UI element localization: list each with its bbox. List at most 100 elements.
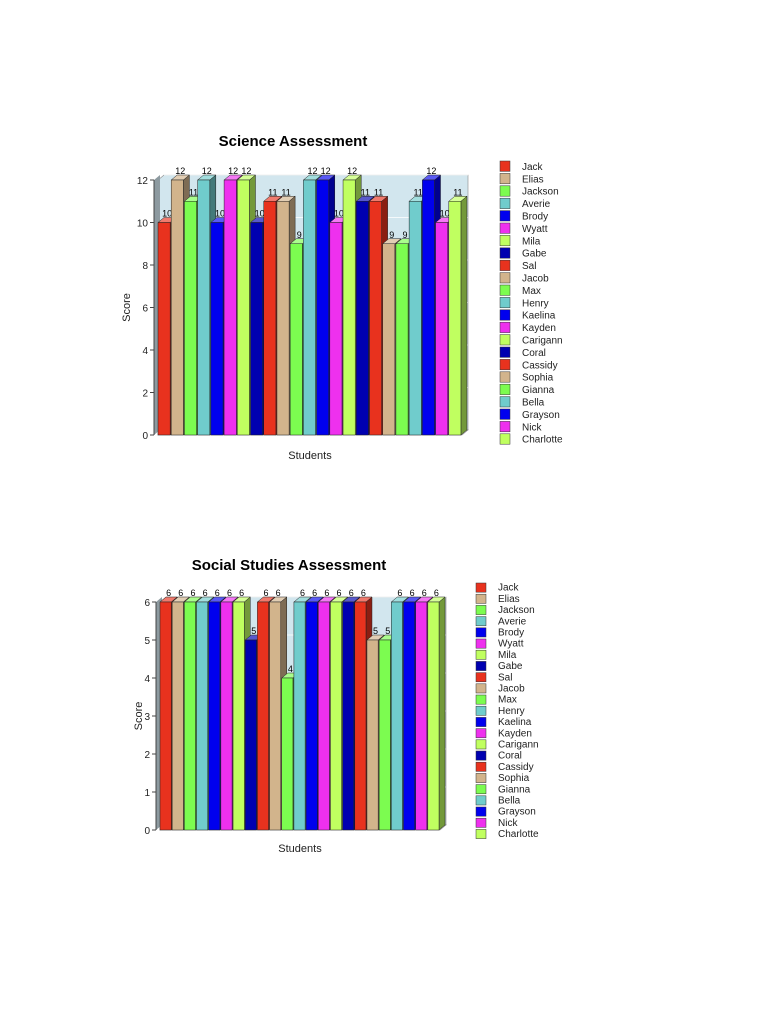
bar-front bbox=[435, 222, 448, 436]
legend-swatch bbox=[475, 806, 487, 817]
bar-front bbox=[257, 601, 269, 831]
bar-value-label: 9 bbox=[402, 230, 407, 240]
legend-swatch bbox=[475, 638, 487, 649]
bar-front bbox=[197, 179, 211, 436]
bar-value-label: 10 bbox=[162, 209, 172, 219]
bar-value-label: 12 bbox=[426, 166, 436, 176]
legend-swatch bbox=[475, 784, 487, 795]
legend-item-wyatt: Wyatt bbox=[475, 638, 524, 650]
bar-front bbox=[342, 601, 355, 831]
legend-item-sophia: Sophia bbox=[499, 371, 554, 384]
legend-item-nick: Nick bbox=[499, 421, 542, 433]
bar-front bbox=[232, 601, 245, 831]
legend-label: Gianna bbox=[498, 784, 531, 795]
bar-value-label: 6 bbox=[410, 588, 415, 598]
legend-label: Kayden bbox=[522, 323, 556, 334]
legend-label: Henry bbox=[498, 706, 525, 717]
legend-label: Charlotte bbox=[498, 829, 539, 840]
legend-swatch bbox=[475, 683, 487, 694]
legend-swatch bbox=[475, 605, 487, 615]
legend-item-jack: Jack bbox=[475, 583, 520, 594]
bar-front bbox=[382, 243, 396, 436]
bar-value-label: 10 bbox=[440, 209, 450, 219]
bar-value-label: 6 bbox=[215, 588, 220, 598]
legend-item-mila: Mila bbox=[499, 235, 541, 247]
legend-item-carigann: Carigann bbox=[475, 740, 539, 751]
legend-item-cassidy: Cassidy bbox=[475, 762, 534, 773]
legend-item-elias: Elias bbox=[475, 594, 520, 605]
legend-label: Jack bbox=[522, 162, 544, 173]
bar-front bbox=[342, 179, 356, 436]
bar-front bbox=[378, 639, 391, 831]
bar-value-label: 5 bbox=[373, 626, 378, 636]
bar-value-label: 6 bbox=[337, 588, 342, 598]
legend-swatch bbox=[499, 309, 511, 321]
legend-swatch bbox=[475, 717, 487, 727]
legend-swatch bbox=[475, 661, 487, 671]
bar-front bbox=[281, 677, 294, 831]
legend-item-cassidy: Cassidy bbox=[499, 359, 558, 371]
bar-value-label: 11 bbox=[268, 187, 277, 197]
legend-item-mila: Mila bbox=[475, 650, 517, 661]
bar-value-label: 5 bbox=[385, 626, 390, 636]
legend-item-grayson: Grayson bbox=[475, 806, 536, 818]
y-tick-label: 4 bbox=[142, 346, 148, 357]
legend-label: Jacob bbox=[522, 274, 549, 285]
legend-swatch bbox=[499, 247, 511, 259]
bar-value-label: 11 bbox=[189, 187, 198, 197]
bar-value-label: 6 bbox=[300, 588, 305, 598]
bar-front bbox=[196, 601, 208, 831]
bar-front bbox=[354, 601, 367, 831]
legend-item-gabe: Gabe bbox=[475, 661, 523, 672]
bar-value-label: 6 bbox=[263, 588, 268, 598]
legend-label: Bella bbox=[522, 398, 545, 409]
x-axis-label: Students bbox=[288, 450, 332, 462]
legend-label: Nick bbox=[498, 818, 518, 829]
bar-front bbox=[208, 601, 221, 831]
legend-swatch bbox=[475, 672, 487, 683]
bar-front bbox=[318, 601, 330, 831]
legend-swatch bbox=[475, 750, 487, 761]
bar-value-label: 12 bbox=[175, 166, 185, 176]
bar-side bbox=[438, 596, 446, 831]
bar-value-label: 11 bbox=[374, 187, 383, 197]
bar-front bbox=[210, 222, 224, 436]
bar-value-label: 6 bbox=[324, 588, 329, 598]
legend-swatch bbox=[499, 334, 511, 346]
bar-value-label: 11 bbox=[414, 187, 423, 197]
legend-swatch bbox=[499, 160, 511, 172]
bar-front bbox=[422, 179, 435, 436]
y-tick-label: 0 bbox=[144, 826, 150, 837]
legend-swatch bbox=[475, 694, 487, 705]
chart-0: Science Assessment 0 2 4 6 8 10 12 Score Students… bbox=[121, 133, 563, 462]
legend-swatch bbox=[499, 433, 511, 445]
bar-value-label: 12 bbox=[321, 166, 331, 176]
x-axis-label: Students bbox=[278, 843, 322, 855]
bar-front bbox=[303, 179, 316, 436]
legend-item-gianna: Gianna bbox=[475, 784, 531, 795]
legend-item-sophia: Sophia bbox=[475, 773, 530, 784]
bar-front bbox=[395, 243, 409, 436]
legend-label: Mila bbox=[522, 236, 541, 247]
bar-front bbox=[415, 601, 428, 831]
legend-item-charlotte: Charlotte bbox=[499, 433, 563, 446]
legend-label: Wyatt bbox=[498, 639, 524, 650]
bar-front bbox=[369, 201, 382, 436]
legend-label: Brody bbox=[522, 212, 548, 223]
bar-front bbox=[330, 601, 342, 831]
legend-label: Wyatt bbox=[522, 224, 548, 235]
bar-value-label: 6 bbox=[239, 588, 244, 598]
bar-value-label: 12 bbox=[307, 166, 317, 176]
legend-item-gianna: Gianna bbox=[499, 383, 555, 396]
legend-item-carigann: Carigann bbox=[499, 334, 563, 347]
legend-label: Jacob bbox=[498, 684, 525, 695]
legend-item-kaelina: Kaelina bbox=[475, 717, 532, 728]
legend-label: Cassidy bbox=[498, 762, 534, 773]
legend-swatch bbox=[499, 259, 511, 271]
bar-front bbox=[170, 179, 184, 436]
legend-label: Elias bbox=[522, 174, 544, 185]
legend-swatch bbox=[475, 705, 487, 716]
legend-label: Sophia bbox=[498, 773, 530, 784]
y-axis-label: Score bbox=[121, 293, 133, 322]
